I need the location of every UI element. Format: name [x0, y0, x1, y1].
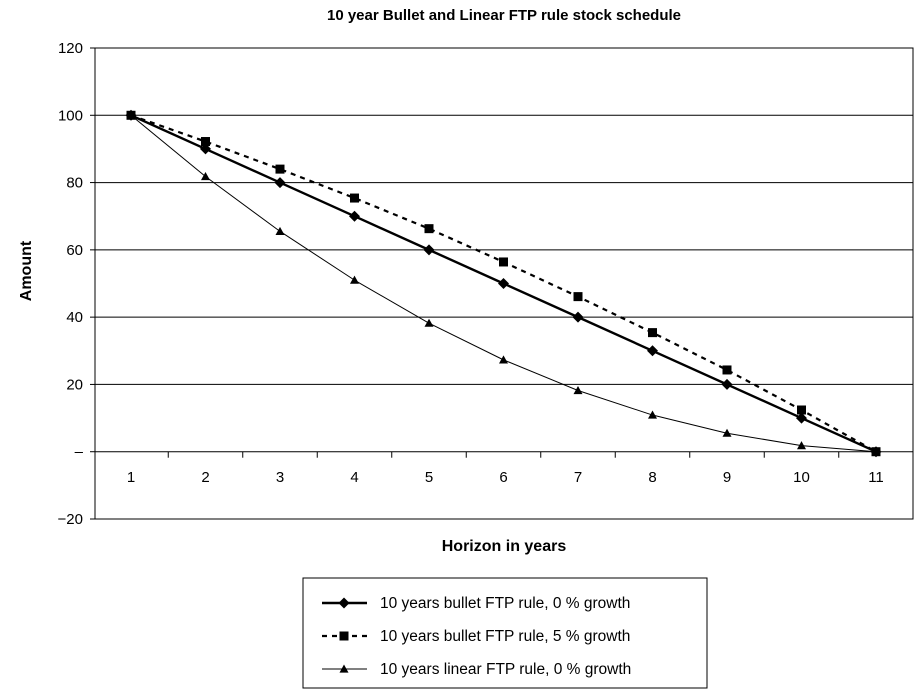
data-point: [275, 226, 285, 235]
y-tick-label: –: [75, 444, 84, 461]
x-axis: 1 2 3 4 5 6 7 8 9 10 11: [127, 451, 884, 486]
data-point: [648, 328, 657, 338]
data-point: [722, 365, 732, 375]
data-point: [870, 446, 882, 458]
legend-item-3: 10 years linear FTP rule, 0 % growth: [322, 661, 631, 678]
legend: 10 years bullet FTP rule, 0 % growth 10 y…: [302, 577, 708, 689]
data-point: [648, 410, 657, 419]
y-tick-label: −20: [58, 511, 83, 528]
legend-marker: [339, 631, 349, 641]
y-tick-label: 60: [66, 242, 83, 259]
x-tick-label: 8: [648, 469, 656, 486]
data-point: [349, 210, 360, 222]
series-1: [125, 109, 882, 458]
data-point: [572, 311, 584, 323]
y-tick-label: 40: [66, 309, 83, 326]
data-point: [200, 143, 211, 155]
chart-title: 10 year Bullet and Linear FTP rule stock…: [327, 7, 681, 24]
y-tick-label: 80: [66, 175, 83, 192]
x-tick-label: 4: [350, 469, 358, 486]
legend-label: 10 years bullet FTP rule, 0 % growth: [380, 595, 630, 612]
data-point: [424, 224, 434, 234]
data-point: [498, 278, 509, 289]
data-point: [721, 378, 733, 390]
legend-label: 10 years bullet FTP rule, 5 % growth: [380, 628, 630, 645]
legend-item-2: 10 years bullet FTP rule, 5 % growth: [322, 628, 630, 645]
legend-item-1: 10 years bullet FTP rule, 0 % growth: [322, 595, 630, 612]
data-point: [722, 428, 732, 437]
x-tick-label: 5: [425, 469, 433, 486]
x-tick-label: 10: [793, 469, 810, 486]
legend-box: [302, 577, 708, 689]
legend-label: 10 years linear FTP rule, 0 % growth: [380, 661, 631, 678]
data-point: [275, 164, 285, 174]
x-tick-label: 2: [201, 469, 209, 486]
data-point: [274, 177, 286, 189]
data-point: [424, 318, 434, 327]
data-point: [499, 257, 508, 267]
plot-area: [94, 47, 914, 520]
data-point: [350, 275, 359, 284]
data-point: [201, 137, 210, 147]
x-tick-label: 7: [574, 469, 582, 486]
gridlines: [95, 114, 913, 453]
legend-marker: [338, 597, 350, 609]
series-layer: [125, 109, 882, 458]
x-tick-label: 3: [276, 469, 284, 486]
data-point: [201, 172, 210, 181]
x-tick-label: 11: [868, 469, 884, 486]
data-point: [499, 355, 508, 364]
y-tick-label: 100: [58, 107, 83, 124]
y-axis-title: Amount: [18, 240, 35, 301]
x-axis-title: Horizon in years: [442, 538, 567, 555]
x-tick-label: 6: [499, 469, 507, 486]
data-point: [647, 345, 658, 357]
x-tick-label: 9: [723, 469, 731, 486]
y-axis: −20 – 20 40 60 80 100 120: [58, 40, 95, 528]
x-tick-label: 1: [127, 469, 135, 486]
y-tick-label: 120: [58, 40, 83, 57]
legend-marker: [339, 664, 349, 673]
data-point: [573, 292, 583, 302]
data-point: [423, 244, 435, 256]
data-point: [350, 193, 359, 203]
data-point: [796, 412, 807, 424]
data-point: [797, 405, 806, 415]
data-point: [797, 441, 806, 450]
data-point: [125, 109, 137, 121]
y-tick-label: 20: [66, 376, 83, 393]
data-point: [573, 385, 583, 395]
